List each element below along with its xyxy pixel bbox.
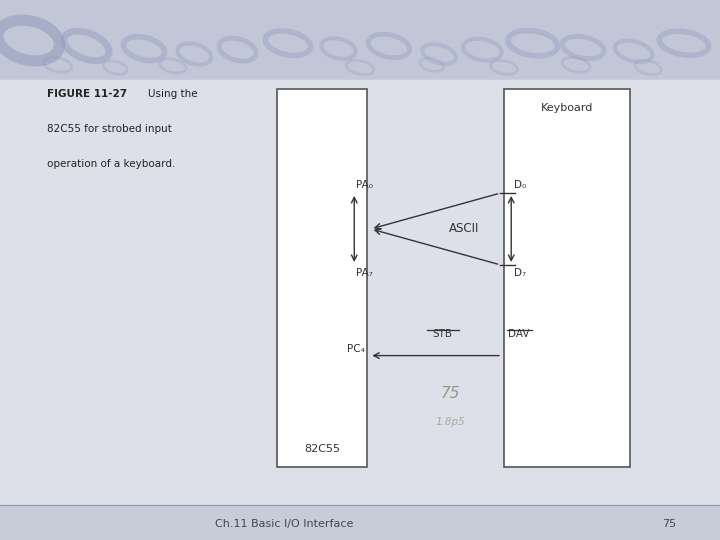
Bar: [0, 80, 720, 505]
Bar: [0, 505, 720, 540]
Text: DAV: DAV: [508, 329, 529, 339]
Bar: [277, 89, 367, 467]
Text: PA₀: PA₀: [356, 180, 374, 191]
Text: D₀: D₀: [514, 180, 526, 191]
Text: FIGURE 11-27: FIGURE 11-27: [47, 89, 127, 99]
Text: 82C55 for strobed input: 82C55 for strobed input: [47, 124, 171, 134]
Text: Using the: Using the: [148, 89, 197, 99]
Text: 1.8p5: 1.8p5: [435, 417, 465, 427]
Text: operation of a keyboard.: operation of a keyboard.: [47, 159, 175, 170]
Text: 75: 75: [662, 519, 677, 529]
Bar: [0, 0, 720, 80]
Bar: [504, 89, 630, 467]
Text: ASCII: ASCII: [449, 222, 480, 235]
Text: 82C55: 82C55: [304, 443, 340, 454]
Text: Ch.11 Basic I/O Interface: Ch.11 Basic I/O Interface: [215, 519, 354, 529]
Text: PA₇: PA₇: [356, 267, 373, 278]
Text: STB: STB: [433, 329, 453, 339]
Text: D₇: D₇: [514, 267, 526, 278]
Text: Keyboard: Keyboard: [541, 103, 593, 113]
Text: PC₄: PC₄: [347, 344, 365, 354]
Text: 75: 75: [440, 386, 460, 401]
